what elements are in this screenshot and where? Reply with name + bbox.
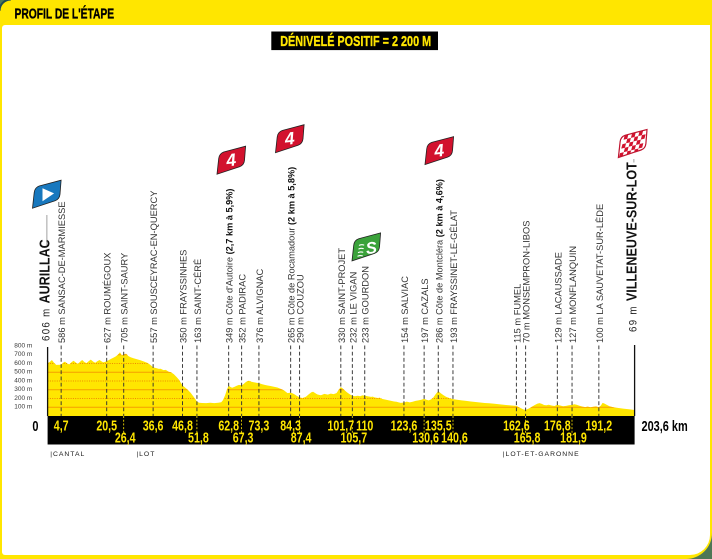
svg-text:154 m SALVIAC: 154 m SALVIAC [400, 276, 410, 343]
svg-text:4: 4 [283, 128, 296, 149]
svg-text:110: 110 [356, 417, 373, 434]
svg-text:26,4: 26,4 [115, 429, 136, 446]
svg-text:105,7: 105,7 [340, 429, 367, 446]
svg-text:0: 0 [32, 417, 38, 434]
svg-text:100 m: 100 m [14, 404, 32, 411]
svg-text:176,8: 176,8 [544, 417, 571, 434]
svg-text:286 m Côte de Montcléra (2 km: 286 m Côte de Montcléra (2 km à 4,6%) [434, 179, 444, 343]
svg-text:162,6: 162,6 [503, 417, 530, 434]
svg-text:557 m SOUSCEYRAC-EN-QUERCY: 557 m SOUSCEYRAC-EN-QUERCY [149, 191, 159, 343]
svg-text:46,8: 46,8 [172, 417, 193, 434]
svg-text:84,3: 84,3 [280, 417, 301, 434]
svg-text:163 m SAINT-CÉRÉ: 163 m SAINT-CÉRÉ [193, 259, 203, 343]
svg-text:100 m LA SAUVETAT-SUR-LÈDE: 100 m LA SAUVETAT-SUR-LÈDE [595, 204, 605, 343]
svg-text:|LOT: |LOT [136, 451, 155, 458]
svg-text:197 m CAZALS: 197 m CAZALS [420, 278, 430, 343]
svg-text:PROFIL DE L'ÉTAPE: PROFIL DE L'ÉTAPE [15, 5, 115, 22]
svg-text:4: 4 [432, 140, 445, 161]
svg-text:352 m PADIRAC: 352 m PADIRAC [238, 274, 248, 343]
svg-text:127 m MONFLANQUIN: 127 m MONFLANQUIN [568, 246, 578, 343]
svg-text:69 m VILLENEUVE-SUR-LOT: 69 m VILLENEUVE-SUR-LOT [624, 161, 640, 332]
svg-text:|LOT-ET-GARONNE: |LOT-ET-GARONNE [503, 451, 580, 458]
svg-text:800 m: 800 m [14, 342, 32, 349]
svg-text:135,5: 135,5 [425, 417, 452, 434]
svg-text:DÉNIVELÉ POSITIF = 2 200 M: DÉNIVELÉ POSITIF = 2 200 M [280, 32, 431, 49]
svg-text:62,8: 62,8 [218, 417, 239, 434]
svg-text:73,3: 73,3 [249, 417, 270, 434]
svg-text:349 m Côte d'Autoire (2,7 km à: 349 m Côte d'Autoire (2,7 km à 5,9%) [225, 189, 235, 343]
svg-text:36,6: 36,6 [143, 417, 164, 434]
svg-text:S: S [365, 239, 378, 258]
svg-text:265 m Côte de Rocamadour (2 km: 265 m Côte de Rocamadour (2 km à 5,8%) [287, 167, 297, 343]
svg-text:87,4: 87,4 [291, 429, 312, 446]
svg-text:181,9: 181,9 [560, 429, 587, 446]
svg-text:330 m SAINT-PROJET: 330 m SAINT-PROJET [337, 248, 347, 343]
svg-text:203,6 km: 203,6 km [642, 417, 688, 434]
svg-text:51,8: 51,8 [188, 429, 209, 446]
svg-text:4,7: 4,7 [54, 417, 69, 434]
svg-text:600 m: 600 m [14, 360, 32, 367]
svg-text:4: 4 [224, 149, 237, 170]
svg-text:130,6: 130,6 [412, 429, 439, 446]
svg-text:20,5: 20,5 [96, 417, 117, 434]
svg-text:|CANTAL: |CANTAL [50, 451, 85, 458]
svg-text:400 m: 400 m [14, 377, 32, 384]
svg-text:500 m: 500 m [14, 369, 32, 376]
svg-text:376 m ALVIGNAC: 376 m ALVIGNAC [255, 268, 265, 343]
svg-text:193 m FRAYSSINET-LE-GÉLAT: 193 m FRAYSSINET-LE-GÉLAT [449, 210, 459, 343]
svg-text:627 m ROUMÉGOUX: 627 m ROUMÉGOUX [103, 253, 113, 343]
svg-text:606 m AURILLAC: 606 m AURILLAC [37, 239, 53, 341]
svg-text:129 m LACAUSSADE: 129 m LACAUSSADE [553, 252, 563, 343]
svg-text:300 m: 300 m [14, 386, 32, 393]
svg-text:140,6: 140,6 [441, 429, 468, 446]
svg-text:233 m GOURDON: 233 m GOURDON [361, 266, 371, 343]
svg-text:290 m COUZOU: 290 m COUZOU [296, 274, 306, 343]
svg-text:70 m MONSEMPRON-LIBOS: 70 m MONSEMPRON-LIBOS [522, 221, 532, 343]
svg-text:101,7: 101,7 [327, 417, 354, 434]
svg-text:200 m: 200 m [14, 395, 32, 402]
svg-text:191,2: 191,2 [585, 417, 612, 434]
svg-text:700 m: 700 m [14, 351, 32, 358]
svg-text:232 m LE VIGAN: 232 m LE VIGAN [348, 272, 358, 343]
svg-text:165,8: 165,8 [514, 429, 541, 446]
svg-text:586 m SANSAC-DE-MARMIESSE: 586 m SANSAC-DE-MARMIESSE [57, 201, 67, 343]
svg-text:350 m FRAYSSINHES: 350 m FRAYSSINHES [179, 250, 189, 343]
svg-text:123,6: 123,6 [391, 417, 418, 434]
svg-text:67,3: 67,3 [233, 429, 254, 446]
svg-text:115 m FUMEL: 115 m FUMEL [512, 284, 522, 343]
svg-text:705 m SAINT-SAURY: 705 m SAINT-SAURY [120, 253, 130, 343]
